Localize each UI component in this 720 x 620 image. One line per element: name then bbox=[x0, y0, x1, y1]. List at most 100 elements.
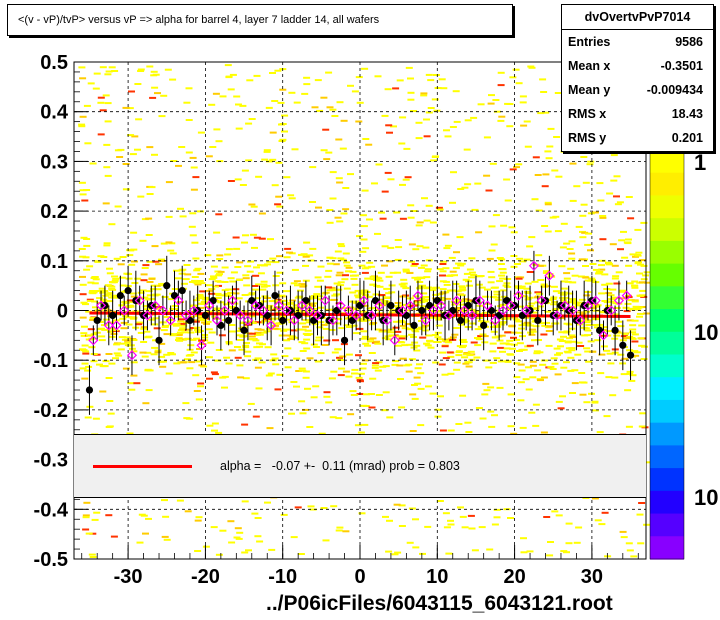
density-cell bbox=[439, 274, 446, 277]
density-cell bbox=[514, 263, 521, 265]
density-cell bbox=[558, 317, 566, 320]
density-cell bbox=[643, 523, 651, 526]
density-cell bbox=[293, 101, 301, 104]
density-cell bbox=[631, 300, 639, 303]
density-cell bbox=[269, 158, 277, 161]
density-cell bbox=[425, 286, 433, 289]
density-cell bbox=[488, 425, 496, 428]
density-cell bbox=[580, 381, 588, 384]
density-cell bbox=[425, 73, 433, 76]
density-cell bbox=[460, 344, 467, 347]
density-cell bbox=[438, 363, 446, 366]
density-cell bbox=[631, 350, 639, 353]
density-cell bbox=[228, 349, 236, 352]
density-cell bbox=[260, 331, 268, 334]
density-cell bbox=[643, 281, 651, 284]
density-cell bbox=[112, 277, 120, 280]
density-cell bbox=[272, 261, 280, 264]
density-cell bbox=[239, 322, 247, 324]
density-cell bbox=[466, 268, 474, 271]
density-cell bbox=[346, 326, 353, 328]
density-cell bbox=[560, 335, 567, 338]
data-point bbox=[418, 306, 426, 315]
density-cell bbox=[560, 550, 568, 553]
density-cell bbox=[345, 353, 353, 356]
density-cell bbox=[342, 208, 350, 211]
density-cell bbox=[444, 135, 452, 138]
data-point bbox=[348, 316, 356, 325]
density-cell bbox=[254, 357, 262, 360]
density-cell bbox=[243, 284, 251, 287]
density-cell bbox=[312, 385, 320, 388]
data-point bbox=[451, 295, 462, 306]
density-cell bbox=[549, 216, 557, 219]
data-point bbox=[181, 310, 192, 321]
x-tick-label: 30 bbox=[581, 566, 603, 588]
density-cell bbox=[407, 77, 414, 80]
density-cell bbox=[160, 94, 168, 97]
density-cell bbox=[551, 362, 559, 365]
density-cell bbox=[214, 292, 222, 295]
density-cell bbox=[146, 294, 154, 297]
density-cell bbox=[155, 306, 163, 308]
density-cell bbox=[286, 251, 293, 254]
density-cell bbox=[388, 291, 396, 294]
density-cell bbox=[336, 181, 344, 184]
density-cell bbox=[599, 238, 607, 241]
density-cell bbox=[603, 415, 611, 418]
density-cell bbox=[488, 225, 496, 228]
density-cell bbox=[411, 397, 419, 400]
data-point bbox=[343, 305, 354, 316]
data-point bbox=[387, 301, 395, 310]
density-cell bbox=[347, 173, 354, 176]
density-cell bbox=[316, 109, 324, 112]
density-cell bbox=[78, 123, 86, 126]
density-cell bbox=[359, 250, 367, 253]
density-cell bbox=[190, 166, 198, 169]
palette-label: 10 bbox=[694, 320, 718, 345]
density-cell bbox=[287, 337, 295, 340]
density-cell bbox=[595, 272, 602, 275]
density-cell bbox=[517, 363, 525, 366]
density-cell bbox=[498, 258, 506, 261]
data-point bbox=[219, 305, 230, 316]
palette-cell bbox=[650, 354, 684, 378]
density-cell bbox=[454, 290, 462, 293]
density-cell bbox=[334, 250, 342, 253]
density-cell bbox=[520, 124, 528, 127]
density-cell bbox=[313, 346, 320, 348]
density-cell bbox=[401, 344, 409, 347]
data-point bbox=[351, 310, 362, 321]
density-cell bbox=[601, 300, 609, 302]
data-point bbox=[402, 311, 410, 320]
density-cell bbox=[571, 382, 579, 385]
density-cell bbox=[534, 295, 542, 298]
density-cell bbox=[263, 149, 271, 152]
density-cell bbox=[465, 365, 473, 368]
density-cell bbox=[187, 344, 195, 347]
density-cell bbox=[405, 328, 413, 331]
density-cell bbox=[233, 536, 241, 539]
density-cell bbox=[179, 327, 187, 330]
density-cell bbox=[163, 316, 171, 318]
density-cell bbox=[615, 320, 623, 323]
density-cell bbox=[258, 361, 266, 364]
data-point bbox=[410, 321, 418, 330]
density-cell bbox=[248, 332, 256, 335]
data-point bbox=[428, 305, 439, 316]
density-cell bbox=[427, 79, 435, 82]
density-cell bbox=[274, 203, 282, 206]
density-cell bbox=[192, 320, 200, 323]
density-cell bbox=[607, 362, 615, 365]
density-cell bbox=[442, 512, 450, 515]
density-cell bbox=[563, 350, 571, 353]
data-point bbox=[559, 300, 570, 311]
density-cell bbox=[470, 116, 478, 119]
density-cell bbox=[366, 218, 373, 221]
density-cell bbox=[463, 352, 471, 354]
density-cell bbox=[298, 253, 305, 256]
density-cell bbox=[409, 430, 417, 432]
density-cell bbox=[520, 537, 527, 540]
stats-value: 0.201 bbox=[671, 131, 703, 145]
density-cell bbox=[365, 143, 373, 146]
